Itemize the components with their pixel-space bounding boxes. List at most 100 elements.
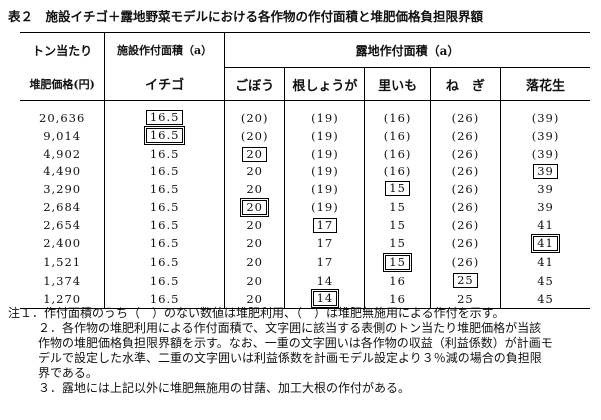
- table-cell: (26): [429, 180, 501, 198]
- boxed-value: 14: [310, 289, 340, 309]
- table-cell: (26): [429, 252, 501, 272]
- header-cell: 堆肥価格(円): [20, 67, 105, 101]
- table-cell: 16.5: [104, 233, 225, 253]
- boxed-value: 17: [312, 217, 338, 233]
- header-cell: ごぼう: [223, 67, 285, 101]
- table-cell: (26): [429, 216, 501, 234]
- table-cell: 16: [364, 289, 431, 309]
- table-row: 2,684 16.5 20 (19) 15 (26) 39: [20, 197, 590, 217]
- table-cell: (39): [500, 126, 590, 146]
- table-cell: (26): [429, 145, 501, 163]
- table-cell: 14: [284, 271, 365, 290]
- table-cell: 3,290: [43, 181, 82, 196]
- table-cell: 41: [500, 216, 590, 234]
- table-cell: (19): [284, 197, 365, 217]
- table-cell: 20: [223, 197, 285, 217]
- note: ２．各作物の堆肥利用による作付面積で、文字囲に該当する表側のトン当たり堆肥価格が…: [38, 321, 553, 380]
- table-row: 4,902 16.5 20 (19) (16) (26) (39): [20, 145, 590, 163]
- header-cell: イチゴ: [104, 67, 225, 101]
- table-row: 2,654 16.5 20 17 15 (26) 41: [20, 216, 590, 234]
- table-cell: (19): [284, 162, 365, 181]
- table-cell: 16.5: [104, 289, 225, 309]
- table-cell: 16: [364, 271, 431, 290]
- boxed-value: 15: [385, 181, 410, 197]
- table-cell: 15: [364, 216, 431, 234]
- table-cell: (19): [284, 180, 365, 198]
- table-row: 1,521 16.5 20 17 15 (26) 41: [20, 252, 590, 272]
- table-cell: 16.5: [104, 216, 225, 234]
- table-cell: 1,521: [43, 255, 82, 270]
- table-cell: (26): [429, 233, 501, 253]
- table-cell: 15: [364, 233, 431, 253]
- table: トン当たり 施設作付面積（a） 露地作付面積（a） 堆肥価格(円) イチゴ ごぼう根…: [20, 32, 590, 310]
- table-cell: (16): [364, 162, 431, 181]
- table-cell: 2,654: [43, 218, 82, 233]
- table-cell: 20: [223, 180, 285, 198]
- table-cell: 16.5: [104, 162, 225, 181]
- table-cell: 41: [500, 252, 590, 272]
- table-row: 4,490 16.5 20 (19) (16) (26) 39: [20, 162, 590, 181]
- table-cell: 16.5: [104, 100, 225, 127]
- table-cell: 1,374: [43, 273, 82, 288]
- header-cell: 里いも: [364, 67, 431, 101]
- header-cell: 落花生: [500, 67, 590, 101]
- table-cell: 1,270: [43, 291, 82, 306]
- header-cell: 施設作付面積（a）: [104, 32, 225, 68]
- table-cell: 20,636: [39, 110, 86, 125]
- table-cell: 17: [284, 252, 365, 272]
- boxed-value: 20: [240, 197, 269, 217]
- table-cell: (39): [500, 145, 590, 163]
- table-cell: 2,684: [43, 200, 82, 215]
- table-cell: (19): [284, 126, 365, 146]
- table-cell: (26): [429, 162, 501, 181]
- table-cell: (20): [223, 100, 285, 127]
- table-cell: 39: [500, 162, 590, 181]
- table-cell: 9,014: [43, 128, 82, 143]
- table-cell: 16.5: [104, 145, 225, 163]
- table-cell: (19): [284, 100, 365, 127]
- notes: 注１．作付面積のうち（ ）のない数値は堆肥利用、（ ）は堆肥無施用による作付を示…: [8, 306, 553, 396]
- header-cell: トン当たり: [32, 43, 93, 58]
- table-cell: (26): [429, 197, 501, 217]
- table-cell: 15: [364, 180, 431, 198]
- table-cell: 45: [500, 289, 590, 309]
- header-cell: 露地作付面積（a）: [223, 32, 590, 68]
- table-cell: 20: [223, 145, 285, 163]
- table-row: 2,400 16.5 20 17 15 (26) 41: [20, 233, 590, 253]
- table-cell: 25: [429, 289, 501, 309]
- table-cell: 16.5: [104, 197, 225, 217]
- table-title: 表２ 施設イチゴ＋露地野菜モデルにおける各作物の作付面積と堆肥価格負担限界額: [8, 9, 484, 24]
- header-cell: ね ぎ: [429, 67, 501, 101]
- table-cell: (16): [364, 100, 431, 127]
- table-cell: (16): [364, 145, 431, 163]
- table-cell: 20: [223, 271, 285, 290]
- table-cell: 20: [223, 289, 285, 309]
- table-cell: 17: [284, 216, 365, 234]
- boxed-value: 25: [453, 273, 478, 289]
- note: 注１．作付面積のうち（ ）のない数値は堆肥利用、（ ）は堆肥無施用による作付を示…: [8, 306, 505, 320]
- boxed-value: 15: [383, 252, 412, 272]
- table-cell: 20: [223, 252, 285, 272]
- table-row: 9,014 16.5 (20) (19) (16) (26) (39): [20, 126, 590, 146]
- table-row: 1,374 16.5 20 14 16 25 45: [20, 271, 590, 290]
- table-row: 20,636 16.5 (20) (19) (16) (26) (39): [20, 100, 590, 127]
- table-cell: 16.5: [104, 271, 225, 290]
- table-row: 1,270 16.5 20 14 16 25 45: [20, 289, 590, 309]
- table-cell: 45: [500, 271, 590, 290]
- table-cell: (19): [284, 145, 365, 163]
- table-cell: 20: [223, 233, 285, 253]
- table-cell: 15: [364, 252, 431, 272]
- table-cell: 15: [364, 197, 431, 217]
- table-cell: (26): [429, 126, 501, 146]
- table-cell: (26): [429, 100, 501, 127]
- header-cell: 根しょうが: [284, 67, 365, 101]
- table-cell: 20: [223, 162, 285, 181]
- table-cell: 25: [429, 271, 501, 290]
- table-cell: (39): [500, 100, 590, 127]
- table-cell: 4,902: [43, 147, 82, 162]
- table-cell: 41: [500, 233, 590, 253]
- table-cell: 16.5: [104, 126, 225, 146]
- table-cell: (16): [364, 126, 431, 146]
- boxed-value: 20: [242, 146, 267, 162]
